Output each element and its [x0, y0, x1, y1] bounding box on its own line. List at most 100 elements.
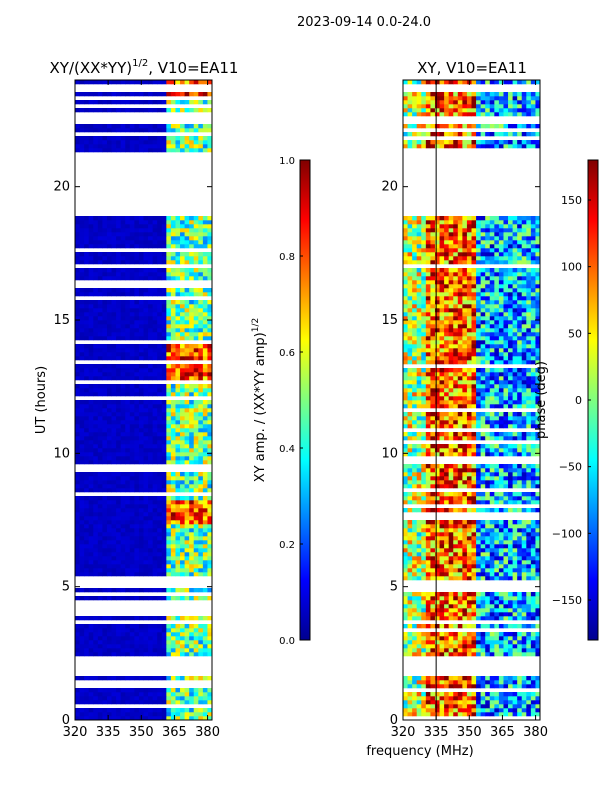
- heatmap-cell: [134, 368, 140, 373]
- heatmap-cell: [116, 128, 122, 133]
- heatmap-cell: [494, 556, 500, 561]
- heatmap-cell: [125, 384, 131, 389]
- heatmap-cell: [106, 348, 112, 353]
- heatmap-cell: [535, 432, 541, 437]
- heatmap-cell: [526, 632, 532, 637]
- heatmap-cell: [198, 92, 204, 97]
- heatmap-cell: [448, 612, 454, 617]
- heatmap-cell: [152, 616, 158, 621]
- heatmap-cell: [93, 652, 99, 657]
- heatmap-cell: [75, 364, 80, 369]
- heatmap-cell: [175, 548, 181, 553]
- heatmap-cell: [170, 540, 176, 545]
- heatmap-cell: [512, 476, 518, 481]
- heatmap-cell: [97, 560, 103, 565]
- heatmap-cell: [125, 456, 131, 461]
- heatmap-cell: [412, 548, 418, 553]
- heatmap-cell: [526, 700, 532, 705]
- heatmap-cell: [111, 220, 117, 225]
- heatmap-cell: [407, 708, 413, 713]
- heatmap-cell: [125, 436, 131, 441]
- heatmap-cell: [421, 700, 427, 705]
- heatmap-cell: [166, 640, 172, 645]
- heatmap-cell: [148, 352, 154, 357]
- heatmap-cell: [166, 220, 172, 225]
- heatmap-cell: [421, 560, 427, 565]
- heatmap-cell: [512, 508, 518, 513]
- heatmap-cell: [152, 256, 158, 261]
- heatmap-cell: [198, 372, 204, 377]
- heatmap-cell: [170, 336, 176, 341]
- heatmap-cell: [198, 244, 204, 249]
- heatmap-cell: [430, 612, 436, 617]
- heatmap-cell: [508, 616, 513, 621]
- heatmap-cell: [116, 228, 122, 233]
- heatmap-cell: [480, 564, 486, 569]
- heatmap-cell: [111, 268, 117, 273]
- heatmap-cell: [480, 432, 486, 437]
- heatmap-cell: [125, 496, 131, 501]
- heatmap-cell: [485, 496, 491, 501]
- heatmap-cell: [444, 596, 450, 601]
- heatmap-cell: [93, 256, 99, 261]
- heatmap-cell: [489, 448, 495, 453]
- heatmap-cell: [152, 412, 158, 417]
- heatmap-cell: [129, 588, 135, 593]
- heatmap-cell: [189, 628, 195, 633]
- heatmap-cell: [125, 540, 131, 545]
- heatmap-cell: [111, 708, 117, 713]
- heatmap-cell: [93, 136, 99, 141]
- heatmap-cell: [106, 524, 112, 529]
- heatmap-cell: [512, 444, 518, 449]
- heatmap-cell: [148, 548, 154, 553]
- heatmap-cell: [102, 516, 108, 521]
- heatmap-cell: [425, 540, 431, 545]
- heatmap-cell: [448, 500, 454, 505]
- heatmap-cell: [125, 636, 131, 641]
- heatmap-cell: [457, 412, 463, 417]
- heatmap-cell: [453, 436, 459, 441]
- heatmap-cell: [175, 552, 181, 557]
- heatmap-cell: [111, 300, 117, 305]
- heatmap-cell: [480, 680, 486, 685]
- heatmap-cell: [434, 500, 440, 505]
- heatmap-cell: [494, 536, 500, 541]
- heatmap-cell: [517, 712, 523, 717]
- heatmap-cell: [84, 508, 90, 513]
- heatmap-cell: [138, 480, 144, 485]
- heatmap-cell: [457, 576, 463, 581]
- heatmap-cell: [202, 124, 208, 129]
- heatmap-cell: [134, 644, 140, 649]
- heatmap-cell: [412, 640, 418, 645]
- colorbar-tick-label: 1.0: [279, 156, 295, 167]
- heatmap-cell: [471, 644, 477, 649]
- heatmap-cell: [170, 312, 176, 317]
- heatmap-cell: [88, 260, 94, 265]
- heatmap-cell: [88, 516, 94, 521]
- heatmap-cell: [521, 472, 527, 477]
- heatmap-cell: [88, 416, 94, 421]
- heatmap-cell: [189, 640, 195, 645]
- heatmap-cell: [207, 528, 213, 533]
- heatmap-cell: [157, 460, 163, 465]
- heatmap-cell: [84, 640, 90, 645]
- heatmap-cell: [138, 320, 144, 325]
- heatmap-cell: [129, 456, 135, 461]
- heatmap-cell: [530, 500, 536, 505]
- heatmap-cell: [453, 712, 459, 717]
- heatmap-cell: [526, 432, 532, 437]
- heatmap-cell: [466, 636, 472, 641]
- heatmap-cell: [102, 300, 108, 305]
- heatmap-cell: [175, 708, 181, 713]
- heatmap-cell: [161, 532, 167, 537]
- heatmap-cell: [485, 592, 491, 597]
- heatmap-cell: [134, 696, 140, 701]
- heatmap-cell: [453, 472, 459, 477]
- heatmap-cell: [403, 552, 408, 557]
- heatmap-cell: [116, 504, 122, 509]
- heatmap-cell: [180, 216, 185, 221]
- heatmap-cell: [425, 704, 431, 709]
- heatmap-cell: [503, 564, 509, 569]
- heatmap-cell: [75, 560, 80, 565]
- heatmap-cell: [102, 496, 108, 501]
